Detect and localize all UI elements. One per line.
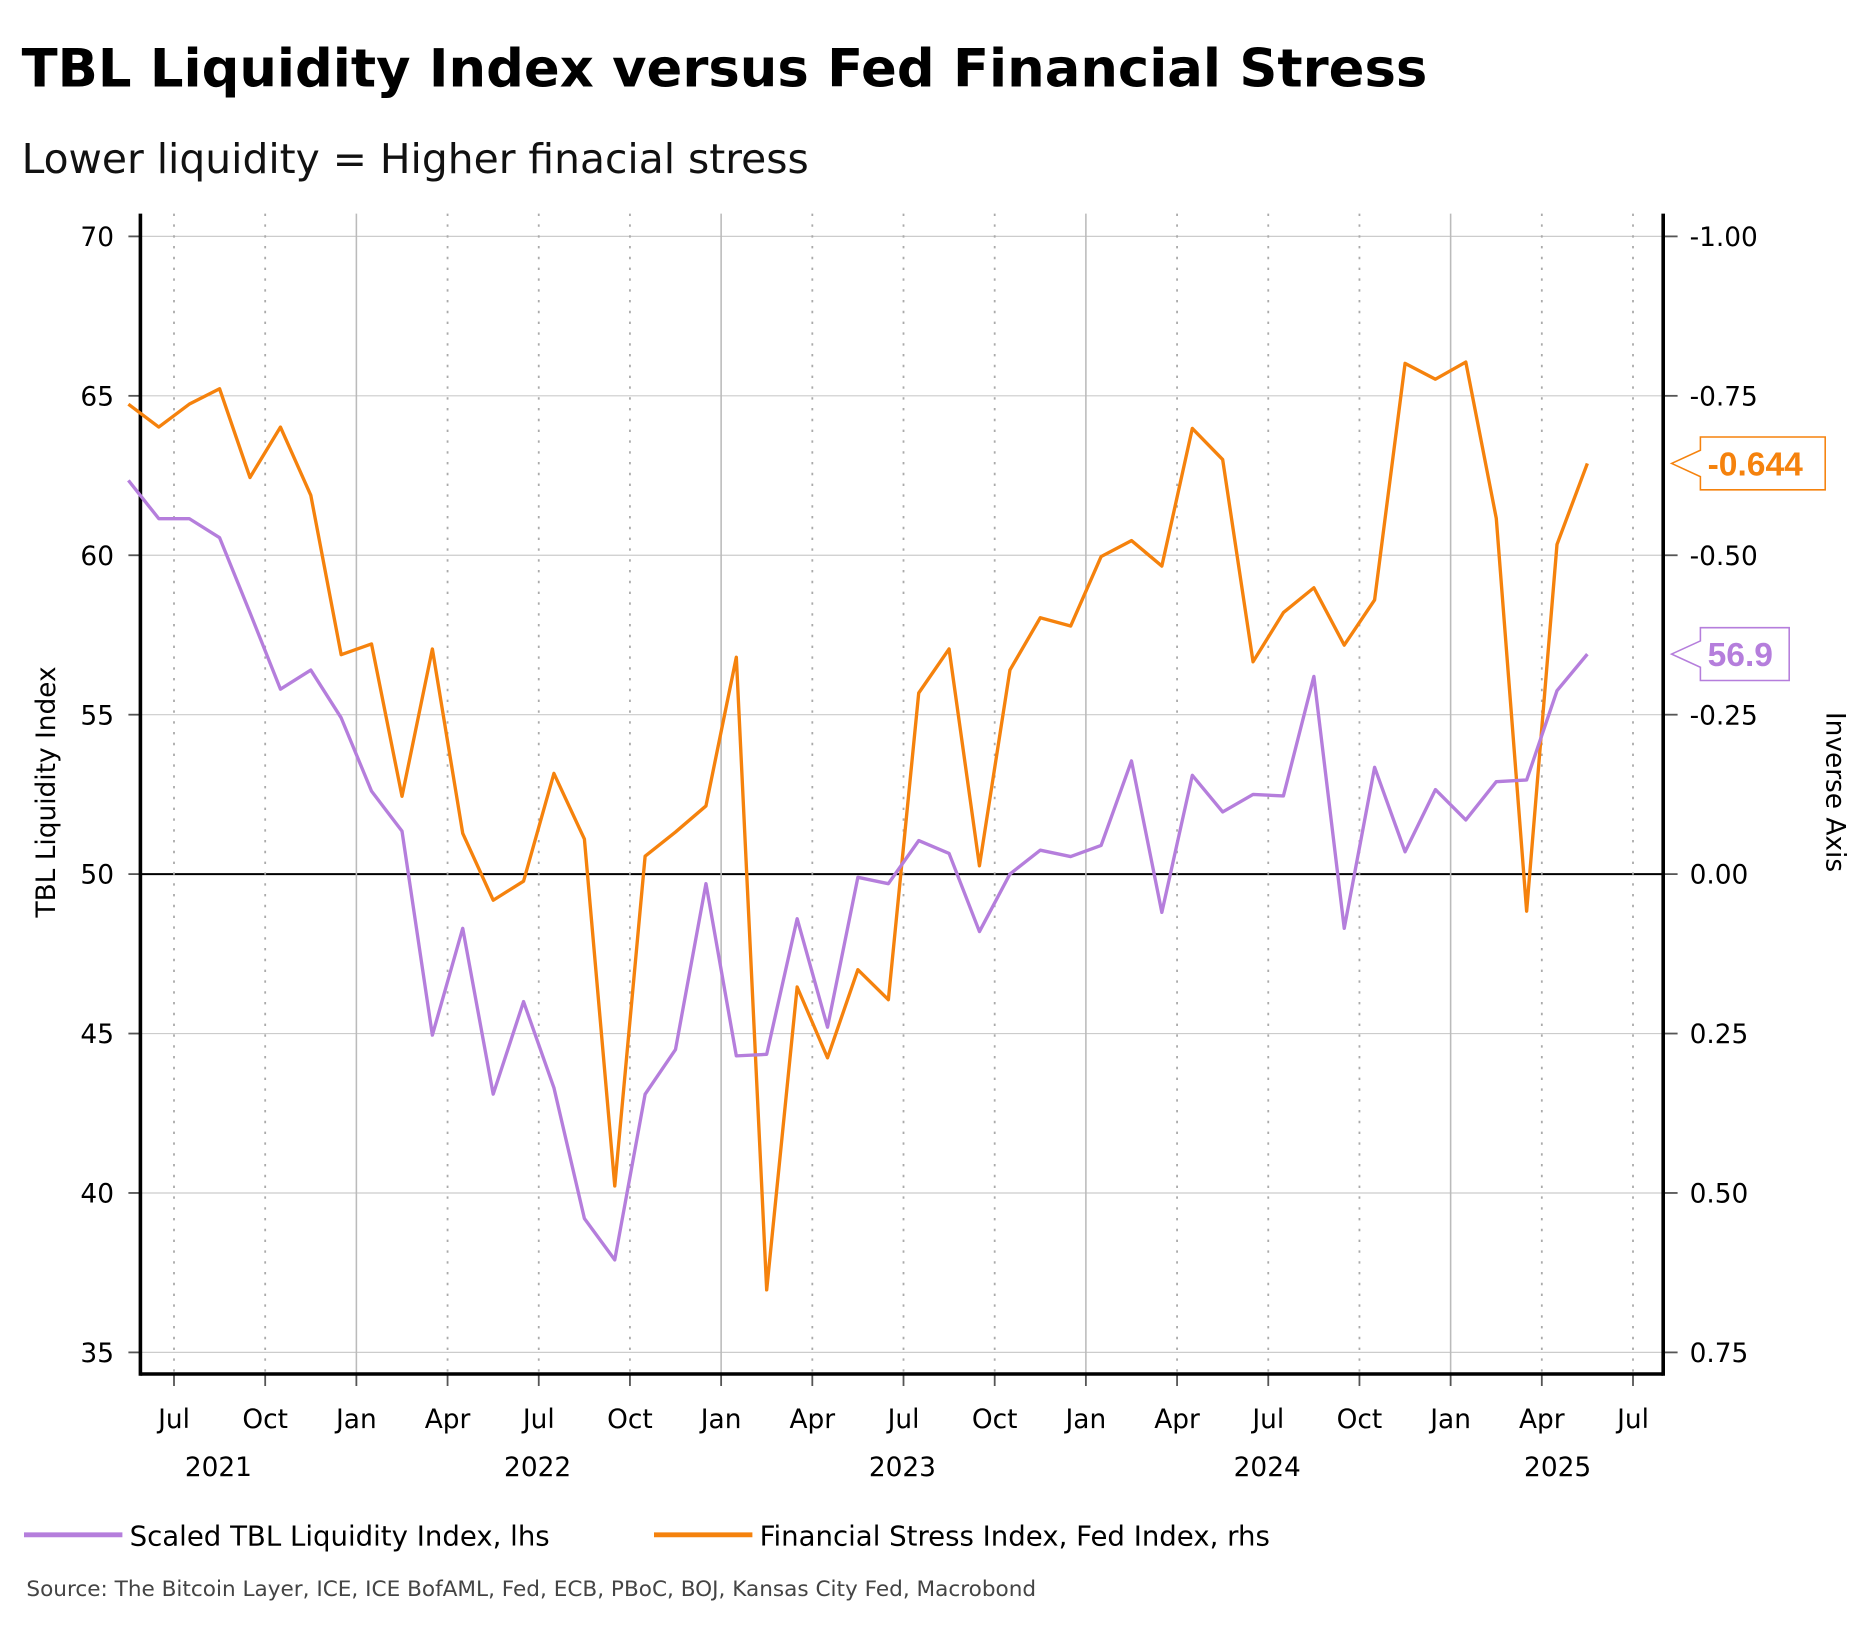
x-tick-label: Jan — [1064, 1405, 1107, 1435]
x-year-label: 2023 — [869, 1453, 936, 1483]
legend-label-stress: Financial Stress Index, Fed Index, rhs — [760, 1520, 1270, 1553]
stress-line — [127, 360, 1589, 1292]
x-year-label: 2024 — [1234, 1453, 1301, 1483]
x-year-label: 2022 — [504, 1453, 571, 1483]
x-tick-label: Apr — [1154, 1405, 1200, 1435]
y2-tick-label: -0.75 — [1690, 382, 1758, 412]
x-tick-label: Jul — [156, 1405, 190, 1435]
x-tick-label: Jul — [521, 1405, 555, 1435]
callout-box — [1669, 436, 1826, 491]
y-axis-label: TBL Liquidity Index — [32, 666, 62, 918]
callout-label: -0.644 — [1708, 446, 1804, 483]
series-lines — [127, 360, 1589, 1292]
x-tick-label: Oct — [1337, 1405, 1383, 1435]
x-tick-label: Oct — [242, 1405, 288, 1435]
y2-tick-label: 0.50 — [1690, 1180, 1749, 1210]
callout-label: 56.9 — [1708, 637, 1773, 674]
legend: Scaled TBL Liquidity Index, lhs Financia… — [24, 1520, 1270, 1553]
x-tick-label: Oct — [972, 1405, 1018, 1435]
x-tick-label: Jul — [886, 1405, 920, 1435]
x-tick-label: Jan — [1428, 1405, 1471, 1435]
x-tick-label: Apr — [789, 1405, 835, 1435]
chart-subtitle: Lower liquidity = Higher finacial stress — [22, 135, 809, 183]
legend-label-liquidity: Scaled TBL Liquidity Index, lhs — [130, 1520, 550, 1553]
y-tick-label: 55 — [80, 701, 114, 731]
x-year-label: 2021 — [185, 1453, 252, 1483]
y-tick-label: 45 — [80, 1020, 114, 1050]
x-year-label: 2025 — [1524, 1453, 1591, 1483]
x-tick-label: Oct — [607, 1405, 653, 1435]
x-tick-label: Apr — [1519, 1405, 1565, 1435]
liquidity-line — [127, 479, 1589, 1262]
last-value-callouts: -0.644 56.9 — [1669, 436, 1826, 682]
source-note: Source: The Bitcoin Layer, ICE, ICE BofA… — [26, 1577, 1036, 1602]
y2-tick-label: -0.50 — [1690, 542, 1758, 572]
y-tick-label: 65 — [80, 382, 114, 412]
y-tick-label: 50 — [80, 861, 114, 891]
x-tick-label: Jan — [334, 1405, 377, 1435]
x-tick-label: Apr — [425, 1405, 471, 1435]
y2-tick-label: -1.00 — [1690, 223, 1758, 253]
y2-axis-label: Inverse Axis — [1819, 712, 1849, 872]
y-tick-label: 70 — [80, 223, 114, 253]
x-tick-label: Jul — [1615, 1405, 1649, 1435]
y2-tick-label: 0.25 — [1690, 1020, 1749, 1050]
axes: 70 65 60 55 50 45 40 35 -1.00 -0.75 -0.50 -0.25 0.00… — [80, 213, 1758, 1483]
chart-title: TBL Liquidity Index versus Fed Financial… — [22, 38, 1428, 99]
y2-tick-label: 0.75 — [1690, 1339, 1749, 1369]
y2-tick-label: 0.00 — [1690, 861, 1749, 891]
y-tick-label: 60 — [80, 542, 114, 572]
callout-box — [1669, 626, 1790, 682]
x-tick-label: Jan — [699, 1405, 742, 1435]
x-tick-label: Jul — [1250, 1405, 1284, 1435]
y-tick-label: 35 — [80, 1339, 114, 1369]
y2-tick-label: -0.25 — [1690, 701, 1758, 731]
y-tick-label: 40 — [80, 1180, 114, 1210]
